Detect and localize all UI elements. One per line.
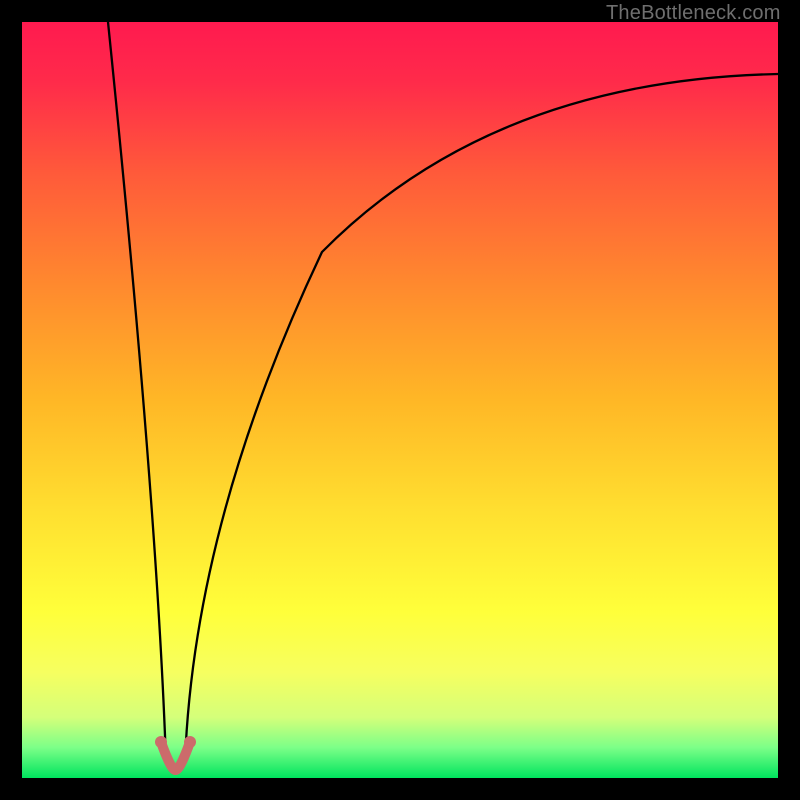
- optimal-marker-dot: [155, 736, 167, 748]
- plot-area: [22, 22, 778, 778]
- plot-svg: [22, 22, 778, 778]
- gradient-background: [22, 22, 778, 778]
- watermark-text: TheBottleneck.com: [606, 2, 781, 25]
- optimal-marker-dot: [184, 736, 196, 748]
